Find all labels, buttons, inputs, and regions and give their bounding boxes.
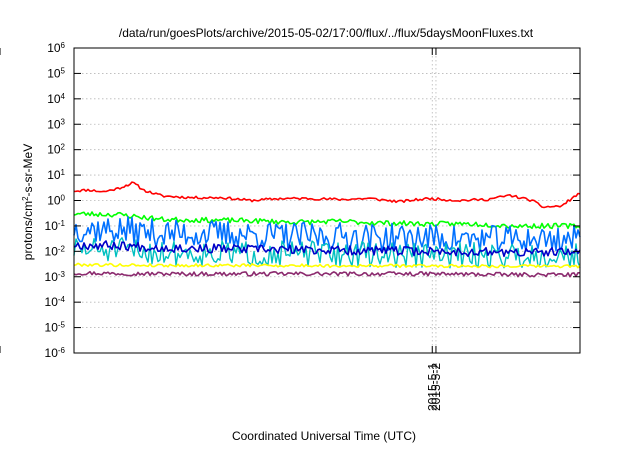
y-tick-label-base: 10: [47, 168, 61, 182]
y-tick-label-base: 10: [47, 143, 61, 157]
y-tick-label-base: 10: [45, 295, 59, 309]
y-tick-label: 10-2: [45, 244, 66, 258]
y-tick-label-exponent: 5: [61, 66, 66, 75]
x-axis-ticks: 2015-4-272015-4-282015-4-292015-4-302015…: [0, 0, 443, 411]
y-tick-label-exponent: 6: [61, 41, 66, 50]
y-tick-label-exponent: -5: [58, 320, 66, 329]
y-tick-label-base: 10: [47, 41, 61, 55]
y-tick-label-base: 10: [45, 321, 59, 335]
y-tick-label: 10-1: [45, 218, 66, 233]
series-line-7: [74, 272, 580, 277]
y-tick-label-base: 10: [45, 270, 59, 284]
y-tick-label: 102: [47, 142, 65, 157]
y-tick-label-base: 10: [47, 66, 61, 80]
y-tick-label-base: 10: [45, 219, 59, 233]
y-tick-label-exponent: -6: [58, 346, 66, 355]
y-tick-label: 10-5: [45, 320, 66, 335]
y-tick-label-exponent: 0: [61, 193, 66, 202]
y-tick-label-exponent: 3: [61, 117, 66, 126]
y-tick-label-base: 10: [47, 117, 61, 131]
y-tick-label-exponent: 2: [61, 142, 66, 151]
y-tick-label: 105: [47, 66, 65, 81]
y-tick-label: 101: [47, 168, 65, 183]
y-tick-label: 106: [47, 41, 65, 56]
grid: [74, 48, 580, 353]
y-tick-label-exponent: -1: [58, 218, 66, 227]
y-tick-label-exponent: 1: [61, 168, 66, 177]
y-axis-ticks: 10-610-510-410-310-210-11001011021031041…: [45, 41, 580, 361]
y-tick-label: 10-4: [45, 295, 66, 310]
y-tick-label: 103: [47, 117, 65, 132]
y-tick-label-base: 10: [45, 346, 59, 360]
y-axis-label-suffix: -s-sr-MeV: [21, 144, 35, 197]
y-tick-label-exponent: 4: [61, 91, 66, 100]
y-axis-label-prefix: protons/cm: [21, 201, 35, 260]
y-tick-label-exponent: -2: [58, 244, 66, 253]
y-tick-label-base: 10: [45, 244, 59, 258]
y-tick-label-exponent: -4: [58, 295, 66, 304]
y-tick-label: 104: [47, 91, 65, 106]
chart-title: /data/run/goesPlots/archive/2015-05-02/1…: [119, 26, 534, 40]
y-tick-label: 10-3: [45, 269, 66, 284]
x-tick-label: 2015-5-2: [429, 363, 443, 411]
y-tick-label-exponent: -3: [58, 269, 66, 278]
x-axis-label: Coordinated Universal Time (UTC): [232, 429, 416, 443]
y-tick-label-base: 10: [47, 194, 61, 208]
y-tick-label-base: 10: [47, 92, 61, 106]
series-layer: [74, 182, 580, 277]
y-tick-label: 10-6: [45, 346, 66, 361]
series-line-1: [74, 182, 580, 207]
y-axis-label: protons/cm2-s-sr-MeV: [21, 144, 36, 260]
y-tick-label: 100: [47, 193, 65, 208]
